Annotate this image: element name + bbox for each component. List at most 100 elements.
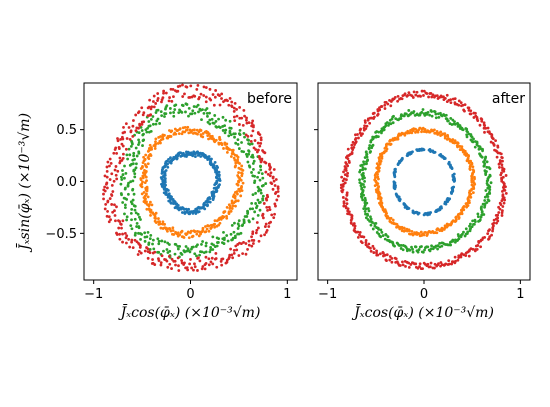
- data-point: [502, 167, 506, 171]
- data-point: [208, 250, 212, 254]
- data-point: [197, 97, 201, 101]
- data-point: [418, 265, 421, 268]
- data-point: [215, 265, 219, 269]
- data-point: [151, 115, 155, 118]
- data-point: [272, 168, 276, 171]
- data-point: [124, 236, 128, 240]
- data-point: [416, 94, 420, 98]
- data-point: [401, 94, 405, 98]
- data-point: [445, 137, 449, 141]
- data-point: [484, 189, 488, 192]
- data-point: [130, 227, 134, 231]
- data-point: [345, 202, 349, 206]
- data-point: [238, 128, 242, 132]
- data-point: [201, 132, 205, 135]
- data-point: [243, 114, 246, 118]
- data-point: [136, 212, 140, 216]
- data-point: [214, 120, 218, 123]
- data-point: [180, 132, 184, 136]
- data-point: [276, 194, 280, 198]
- data-point: [491, 141, 495, 145]
- data-point: [244, 133, 248, 137]
- data-point: [204, 108, 207, 112]
- data-point: [266, 208, 269, 212]
- data-point: [409, 93, 412, 97]
- data-point: [383, 107, 387, 110]
- data-point: [168, 243, 171, 246]
- data-point: [465, 129, 469, 133]
- data-point: [230, 104, 233, 108]
- data-point: [224, 118, 228, 122]
- data-point: [263, 233, 266, 237]
- data-point: [180, 229, 184, 233]
- data-point: [180, 103, 184, 107]
- data-point: [362, 235, 366, 239]
- data-point: [172, 95, 175, 99]
- data-point: [252, 167, 255, 171]
- data-point: [158, 220, 161, 224]
- data-point: [439, 134, 442, 137]
- data-point: [177, 132, 181, 136]
- data-point: [476, 212, 480, 216]
- data-point: [124, 122, 128, 126]
- data-point: [135, 225, 138, 228]
- data-point: [200, 118, 203, 122]
- data-point: [220, 263, 224, 267]
- data-point: [449, 243, 453, 247]
- data-point: [396, 163, 400, 166]
- data-point: [236, 174, 240, 177]
- data-point: [265, 193, 269, 197]
- data-point: [236, 199, 240, 203]
- data-point: [464, 127, 468, 130]
- data-point: [257, 226, 260, 230]
- data-point: [346, 147, 350, 151]
- data-point: [408, 229, 411, 233]
- data-point: [140, 185, 144, 189]
- data-point: [390, 256, 394, 260]
- data-point: [496, 219, 500, 223]
- data-point: [250, 134, 253, 138]
- data-point: [444, 262, 448, 266]
- data-point: [123, 164, 126, 168]
- data-point: [424, 230, 428, 234]
- data-point: [168, 129, 171, 132]
- data-point: [206, 114, 209, 118]
- data-point: [500, 163, 504, 167]
- data-point: [271, 187, 275, 191]
- data-point: [144, 153, 148, 157]
- data-point: [165, 136, 169, 140]
- data-point: [266, 172, 270, 176]
- data-point: [342, 204, 346, 208]
- data-point: [258, 200, 262, 204]
- data-point: [457, 237, 461, 241]
- data-point: [207, 224, 211, 228]
- data-point: [213, 222, 217, 226]
- data-point: [482, 123, 486, 127]
- x-tick-label: 0: [420, 287, 428, 302]
- data-point: [469, 222, 472, 226]
- data-point: [160, 100, 163, 104]
- data-point: [134, 211, 138, 215]
- data-point: [489, 140, 493, 144]
- data-point: [273, 212, 276, 216]
- data-point: [415, 90, 419, 94]
- data-point: [127, 126, 131, 129]
- data-point: [200, 250, 204, 254]
- data-point: [191, 234, 195, 238]
- data-point: [239, 194, 243, 198]
- data-point: [152, 105, 156, 109]
- data-point: [467, 108, 471, 112]
- data-point: [170, 267, 173, 270]
- data-point: [472, 137, 475, 141]
- data-point: [199, 92, 203, 96]
- data-point: [217, 125, 221, 129]
- data-point: [393, 187, 397, 191]
- data-point: [366, 118, 370, 122]
- data-point: [212, 103, 216, 107]
- data-point: [146, 247, 150, 251]
- data-point: [157, 250, 161, 254]
- data-point: [473, 175, 476, 179]
- data-point: [358, 178, 361, 182]
- data-point: [237, 219, 241, 223]
- data-point: [388, 255, 392, 258]
